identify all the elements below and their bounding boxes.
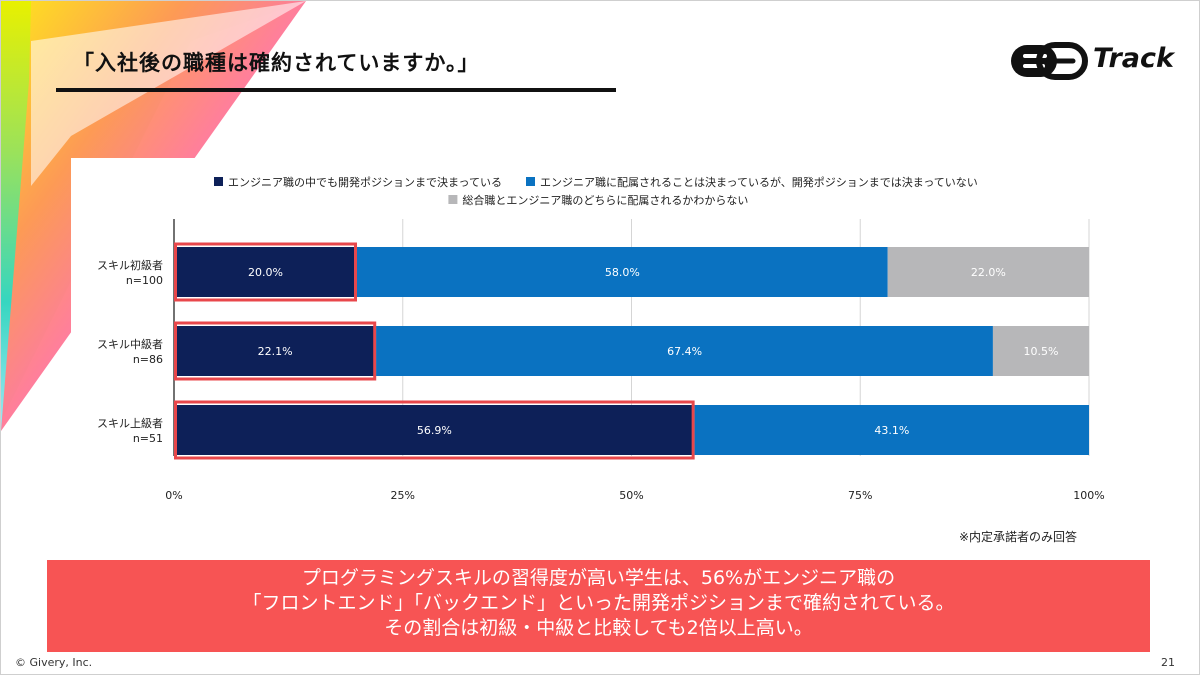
bar-segment [174, 405, 695, 455]
legend-label: 総合職とエンジニア職のどちらに配属されるかわからない [462, 193, 748, 207]
data-label: 43.1% [874, 424, 909, 437]
legend-swatch [526, 177, 535, 186]
category-n: n=100 [126, 274, 163, 287]
x-tick-label: 25% [391, 489, 415, 502]
x-tick-label: 75% [848, 489, 872, 502]
bar-segment [694, 405, 1089, 455]
highlight-frame [174, 321, 377, 381]
category-n: n=51 [133, 432, 163, 445]
footnote: ※内定承諾者のみ回答 [959, 530, 1078, 544]
bar-segment [357, 247, 888, 297]
page-title: 「入社後の職種は確約されていますか。」 [73, 51, 480, 75]
data-label: 67.4% [667, 345, 702, 358]
data-label: 22.0% [971, 266, 1006, 279]
banner-line: プログラミングスキルの習得度が高い学生は、56%がエンジニア職の [301, 567, 896, 589]
legend-label: エンジニア職に配属されることは決まっているが、開発ポジションまでは決まっていない [540, 175, 978, 189]
category-label: スキル中級者 [97, 338, 163, 351]
banner-line: 「フロントエンド」「バックエンド」といった開発ポジションまで確約されている。 [242, 592, 955, 614]
summary-banner: プログラミングスキルの習得度が高い学生は、56%がエンジニア職の 「フロントエン… [47, 560, 1150, 652]
legend-label: エンジニア職の中でも開発ポジションまで決まっている [228, 175, 502, 189]
bar-segment [376, 326, 993, 376]
copyright: © Givery, Inc. [15, 656, 93, 669]
data-label: 56.9% [417, 424, 452, 437]
x-tick-label: 100% [1073, 489, 1104, 502]
track-logo-icon [1011, 42, 1088, 80]
legend-swatch [448, 195, 458, 204]
category-n: n=86 [133, 353, 163, 366]
bar-segment [887, 247, 1089, 297]
x-tick-label: 50% [619, 489, 643, 502]
bar-segment [174, 326, 377, 376]
category-label: スキル初級者 [97, 258, 163, 272]
data-label: 58.0% [605, 266, 640, 279]
bar-segment [174, 247, 357, 297]
category-label: スキル上級者 [97, 417, 163, 430]
page-number: 21 [1161, 656, 1175, 669]
data-label: 20.0% [248, 266, 283, 279]
title-underline [56, 88, 616, 92]
logo-text: Track [1093, 43, 1174, 74]
highlight-frame [174, 242, 357, 302]
data-label: 22.1% [258, 345, 293, 358]
bar-segment [992, 326, 1089, 376]
legend-swatch [214, 177, 223, 186]
banner-line: その割合は初級・中級と比較しても2倍以上高い。 [384, 617, 813, 639]
x-tick-label: 0% [165, 489, 182, 502]
highlight-frame [174, 400, 695, 460]
data-label: 10.5% [1023, 345, 1058, 358]
